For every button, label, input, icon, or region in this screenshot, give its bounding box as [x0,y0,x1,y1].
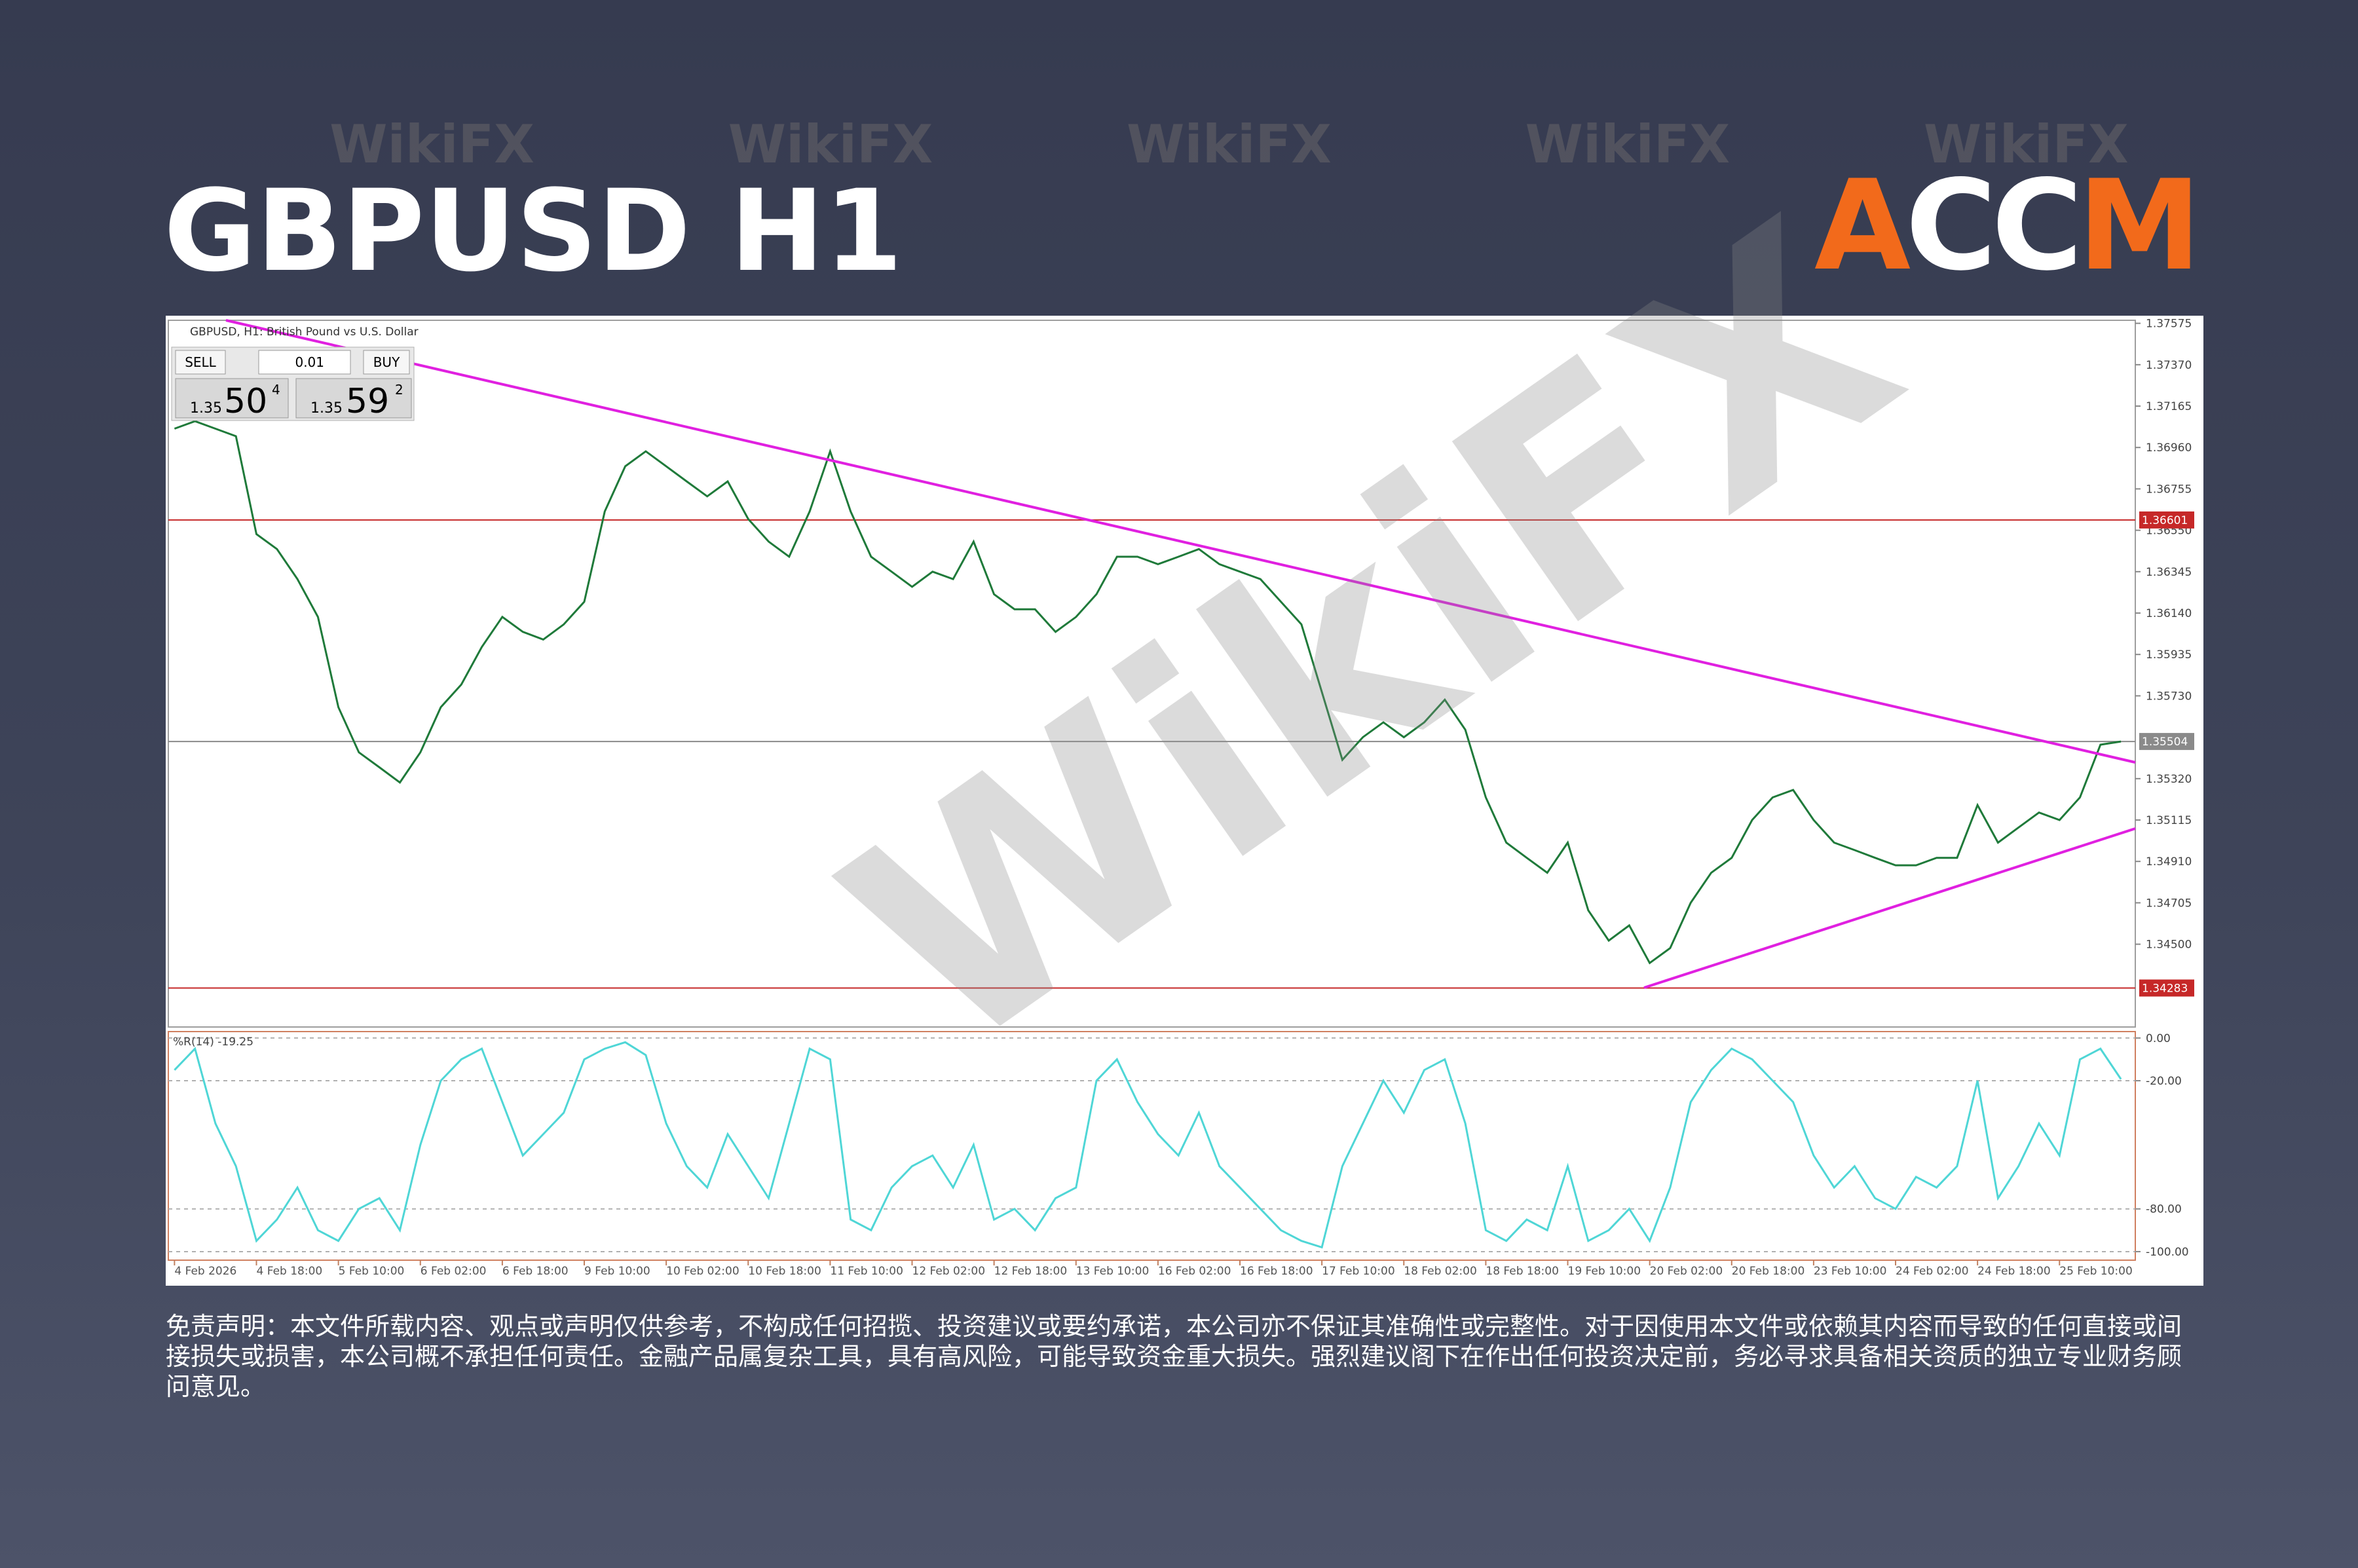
x-tick-label: 13 Feb 10:00 [1076,1265,1150,1278]
volume[interactable]: 0.01 [295,354,324,370]
chart-panel [166,316,2203,1286]
x-tick-label: 16 Feb 02:00 [1158,1265,1231,1278]
chart-header: GBPUSD, H1: British Pound vs U.S. Dollar [190,326,419,339]
x-tick-label: 17 Feb 10:00 [1322,1265,1395,1278]
x-tick-label: 16 Feb 18:00 [1240,1265,1313,1278]
x-tick-label: 20 Feb 18:00 [1732,1265,1805,1278]
y-tick-label: 1.36960 [2146,441,2192,455]
y-tick-label: -20.00 [2146,1075,2182,1088]
disclaimer: 免责声明：本文件所载内容、观点或声明仅供参考，不构成任何招揽、投资建议或要约承诺… [166,1312,2182,1401]
y-tick-label: 1.37165 [2146,400,2192,413]
x-tick-label: 24 Feb 02:00 [1896,1265,1969,1278]
indicator-plot-frame [168,1031,2136,1261]
trendline [225,319,2136,764]
logo: ACCM [1814,153,2196,298]
watermark: WikiFX [1525,114,1731,175]
x-tick-label: 23 Feb 10:00 [1814,1265,1887,1278]
plot: 1.375751.373701.371651.369601.367551.365… [168,318,2194,1278]
y-tick-label: 1.35115 [2146,814,2192,827]
y-tick-label: 1.34910 [2146,855,2192,868]
x-tick-label: 6 Feb 18:00 [502,1265,569,1278]
x-tick-label: 18 Feb 02:00 [1404,1265,1477,1278]
y-tick-label: 1.36755 [2146,483,2192,496]
sell-button[interactable] [175,350,226,375]
x-tick-label: 11 Feb 10:00 [830,1265,903,1278]
price-plot-frame [168,320,2136,1028]
buy-button[interactable] [363,350,410,375]
x-tick-label: 9 Feb 10:00 [584,1265,650,1278]
volume-input[interactable] [258,350,351,375]
ask-prefix: 1.35 [310,400,343,417]
x-tick-label: 24 Feb 18:00 [1977,1265,2051,1278]
series-line [174,1041,2122,1249]
ask-box[interactable] [295,378,412,419]
y-tick-label: 1.35320 [2146,773,2192,786]
ask-big: 59 [346,382,389,421]
page-title: GBPUSD H1 [164,165,903,297]
trendline [1643,827,2136,989]
bid-box[interactable] [175,378,289,419]
trade-panel: SELL 0.01 BUY 1.35 50 4 1.35 59 2 [171,346,415,421]
logo-part: M [2078,153,2196,298]
price-label-bg [2139,979,2194,997]
y-tick-label: 1.36140 [2146,607,2192,620]
ask-sup: 2 [395,382,403,398]
price-label: 1.34283 [2142,982,2188,996]
y-tick-label: 1.37370 [2146,359,2192,372]
y-tick-label: -80.00 [2146,1203,2182,1216]
watermark: WikiFX [728,114,933,175]
y-tick-label: 1.34705 [2146,897,2192,910]
price-label-bg [2139,511,2194,529]
x-tick-label: 5 Feb 10:00 [339,1265,405,1278]
y-tick-label: 1.35935 [2146,648,2192,662]
bid-prefix: 1.35 [190,400,222,417]
bid-big: 50 [224,382,267,421]
y-tick-label: -100.00 [2146,1246,2189,1259]
x-tick-label: 4 Feb 2026 [174,1265,236,1278]
x-tick-label: 25 Feb 10:00 [2059,1265,2133,1278]
buy-label[interactable]: BUY [373,354,400,370]
x-tick-label: 20 Feb 02:00 [1650,1265,1723,1278]
price-label-bg [2139,733,2194,751]
watermark: WikiFX [1127,114,1332,175]
indicator-title: %R(14) -19.25 [173,1036,253,1049]
logo-part: CC [1905,153,2078,298]
price-label: 1.36601 [2142,514,2188,527]
x-tick-label: 6 Feb 02:00 [421,1265,487,1278]
sell-label[interactable]: SELL [185,354,216,370]
chart-canvas: WikiFXWikiFXWikiFXWikiFXWikiFXWikiFXWiki… [164,114,2203,1296]
bid-sup: 4 [272,382,280,398]
x-tick-label: 10 Feb 18:00 [748,1265,821,1278]
y-tick-label: 1.37575 [2146,318,2192,331]
x-tick-label: 10 Feb 02:00 [666,1265,739,1278]
price-label: 1.35504 [2142,736,2188,749]
y-tick-label: 1.35730 [2146,690,2192,703]
watermark: WikiFX [329,114,534,175]
watermark: WikiFX [1924,114,2129,175]
x-tick-label: 19 Feb 10:00 [1568,1265,1641,1278]
y-tick-label: 0.00 [2146,1032,2171,1045]
x-tick-label: 12 Feb 18:00 [994,1265,1068,1278]
y-tick-label: 1.36345 [2146,566,2192,579]
series-line [174,420,2122,965]
logo-part: A [1814,153,1911,298]
y-tick-label: 1.34500 [2146,939,2192,952]
x-tick-label: 12 Feb 02:00 [912,1265,986,1278]
x-tick-label: 18 Feb 18:00 [1486,1265,1559,1278]
x-tick-label: 4 Feb 18:00 [257,1265,323,1278]
